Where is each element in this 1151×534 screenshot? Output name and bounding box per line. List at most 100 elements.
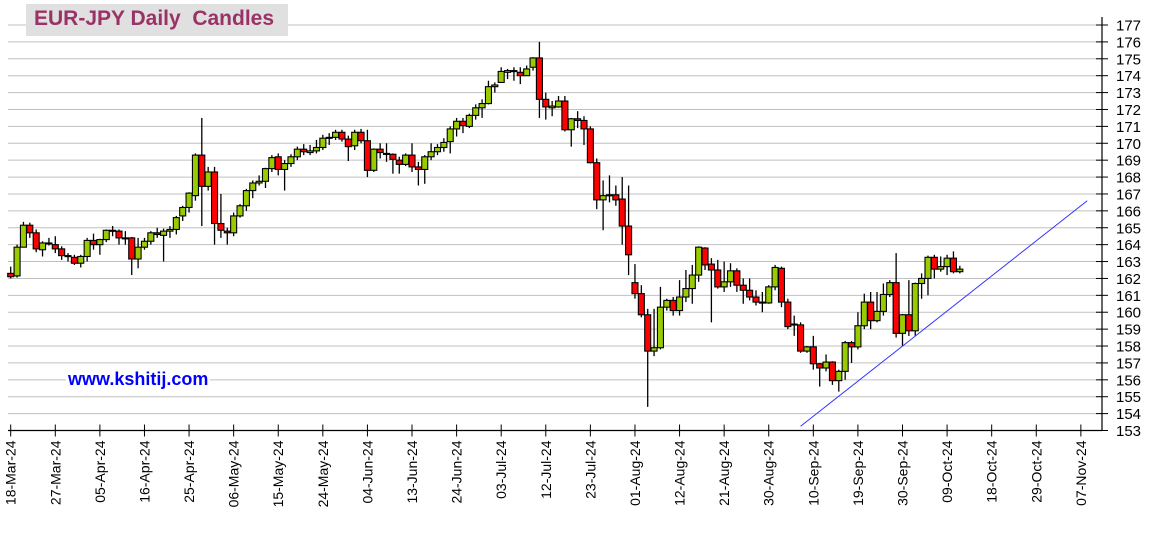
candle-body-down [357,131,365,142]
candle [605,175,614,203]
candle-body-down [344,138,352,148]
candle-body-down [758,301,766,304]
candle-body-up [682,288,690,298]
candle [140,237,149,250]
candle [949,251,958,274]
candle-body-down [217,222,225,231]
candle-body-down [58,248,66,257]
y-tick-label: 174 [1116,68,1141,85]
candle [45,237,53,246]
candle [726,263,735,287]
candle [784,298,792,330]
candle [376,143,384,159]
candle [650,308,658,357]
candle-body-up [765,286,773,304]
candle-body-up [236,205,244,217]
candle [446,126,454,154]
candle [898,313,907,347]
candle-body-up [13,246,21,277]
candle-body-up [720,281,728,288]
candle-body-down [408,154,416,168]
candle [198,117,206,227]
chart-title: EUR-JPY Daily Candles [34,7,275,30]
candle-body-up [472,107,480,116]
candle-body-up [77,255,85,264]
candle-body-up [803,346,811,352]
candle-body-down [797,324,805,352]
candle [7,266,15,279]
x-tick-label: 23-Jul-24 [582,440,598,499]
candle-body-up [102,229,110,241]
candle [414,161,422,186]
y-tick-label: 155 [1116,389,1141,406]
candle-body-up [504,70,512,73]
candle [191,153,199,201]
trendline [800,200,1088,427]
candle [357,128,365,144]
y-tick-label: 172 [1116,102,1141,119]
candle-body-down [809,346,817,365]
candle-body-down [612,194,620,201]
x-tick-label: 19-Sep-24 [850,440,866,506]
candle-body-down [376,148,384,154]
candle [529,57,537,71]
candle-body-up [943,257,951,268]
candle-body-up [484,86,493,105]
candle [612,185,620,206]
candle-body-up [433,146,442,153]
candle-body-up [879,293,887,312]
candle-body-up [185,192,193,209]
candle [300,144,308,156]
candle-body-up [650,347,658,352]
candle-body-down [618,198,626,227]
candle [38,241,47,257]
candle [344,135,352,162]
candle [682,269,690,303]
candle-body-down [26,224,34,234]
candle [695,246,703,282]
candle-body-up [478,103,486,109]
candle [765,285,773,304]
candle-body-up [351,131,359,147]
candle-body-down [739,284,747,291]
candle-body-up [287,156,295,165]
candle-body-down [70,256,78,264]
candle [312,139,321,154]
candle-body-down [816,363,824,369]
candle [841,340,849,380]
candle-body-up [38,242,47,251]
candle [535,41,543,118]
x-tick-label: 27-Mar-24 [47,440,63,505]
candle [402,153,410,167]
candle-body-down [414,166,422,171]
candle [478,99,486,118]
candle-body-up [841,342,849,372]
candle [465,113,473,129]
candle-body-down [389,153,397,160]
candle [860,293,868,330]
candle-body-up [656,306,664,349]
candle-body-up [440,141,448,149]
candle [752,290,760,306]
candle [574,111,582,129]
axes: 1531541551561571581591601611621631641651… [3,17,1141,507]
candle [395,156,403,174]
candle [854,312,862,350]
y-tick-label: 163 [1116,254,1141,271]
candle-body-down [64,255,72,258]
candle-body-down [637,293,645,316]
candle [338,129,346,142]
candle [210,166,219,245]
y-tick-label: 154 [1116,406,1141,423]
candle-body-down [459,120,467,127]
candle [166,226,174,238]
candle-body-up [860,301,868,327]
x-tick-label: 21-Aug-24 [716,440,732,506]
candle-body-down [701,247,709,266]
y-tick-label: 162 [1116,271,1141,288]
candle-body-up [529,57,537,68]
candle [134,237,142,269]
candle [102,229,110,243]
candle-body-down [109,229,117,232]
candle [911,282,919,336]
